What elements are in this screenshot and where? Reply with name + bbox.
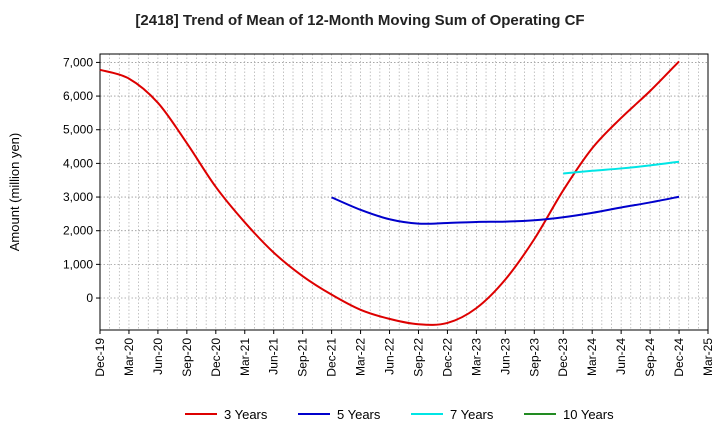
legend-label-7-years: 7 Years <box>450 407 494 422</box>
x-tick-label: Mar-23 <box>469 338 483 376</box>
plot-frame <box>99 53 709 331</box>
series-line-3-years <box>99 60 680 326</box>
x-tick-label: Sep-22 <box>411 338 425 377</box>
series-line-5-years <box>331 195 680 225</box>
y-tick-label: 4,000 <box>63 156 93 170</box>
x-tick-label: Dec-23 <box>556 338 570 377</box>
x-tick-label: Jun-22 <box>383 338 397 375</box>
y-tick-label: 6,000 <box>63 89 93 103</box>
y-tick-label: 2,000 <box>63 224 93 238</box>
x-tick-label: Mar-24 <box>585 338 599 376</box>
y-axis: 0 1,000 2,000 3,000 4,000 5,000 6,000 7,000 <box>63 55 100 305</box>
x-tick-label: Jun-20 <box>151 338 165 375</box>
x-tick-label: Dec-19 <box>93 338 107 377</box>
series-line-7-years <box>563 160 680 175</box>
x-tick-label: Mar-25 <box>701 338 715 376</box>
chart-title: [2418] Trend of Mean of 12-Month Moving … <box>135 12 585 29</box>
x-tick-label: Sep-21 <box>296 338 310 377</box>
legend-label-10-years: 10 Years <box>563 407 614 422</box>
series-layer <box>99 60 680 326</box>
y-tick-label: 5,000 <box>63 123 93 137</box>
y-axis-label: Amount (million yen) <box>7 133 22 252</box>
legend-label-5-years: 5 Years <box>337 407 381 422</box>
x-tick-label: Mar-22 <box>354 338 368 376</box>
x-axis: Dec-19 Mar-20 Jun-20 Sep-20 Dec-20 Mar-21 Jun-… <box>93 330 715 377</box>
x-tick-label: Sep-24 <box>643 338 657 377</box>
x-tick-label: Dec-20 <box>209 338 223 377</box>
x-tick-label: Sep-23 <box>527 338 541 377</box>
y-tick-label: 0 <box>86 291 93 305</box>
legend: 3 Years 5 Years 7 Years 10 Years <box>185 407 614 422</box>
x-tick-label: Jun-24 <box>614 338 628 375</box>
x-tick-label: Jun-21 <box>267 338 281 375</box>
legend-label-3-years: 3 Years <box>224 407 268 422</box>
x-tick-label: Mar-20 <box>122 338 136 376</box>
grid <box>100 54 708 330</box>
y-tick-label: 1,000 <box>63 257 93 271</box>
x-tick-label: Mar-21 <box>238 338 252 376</box>
x-tick-label: Dec-21 <box>325 338 339 377</box>
y-tick-label: 7,000 <box>63 55 93 69</box>
y-tick-label: 3,000 <box>63 190 93 204</box>
x-tick-label: Jun-23 <box>498 338 512 375</box>
x-tick-label: Dec-22 <box>440 338 454 377</box>
x-tick-label: Sep-20 <box>180 338 194 377</box>
x-tick-label: Dec-24 <box>672 338 686 377</box>
